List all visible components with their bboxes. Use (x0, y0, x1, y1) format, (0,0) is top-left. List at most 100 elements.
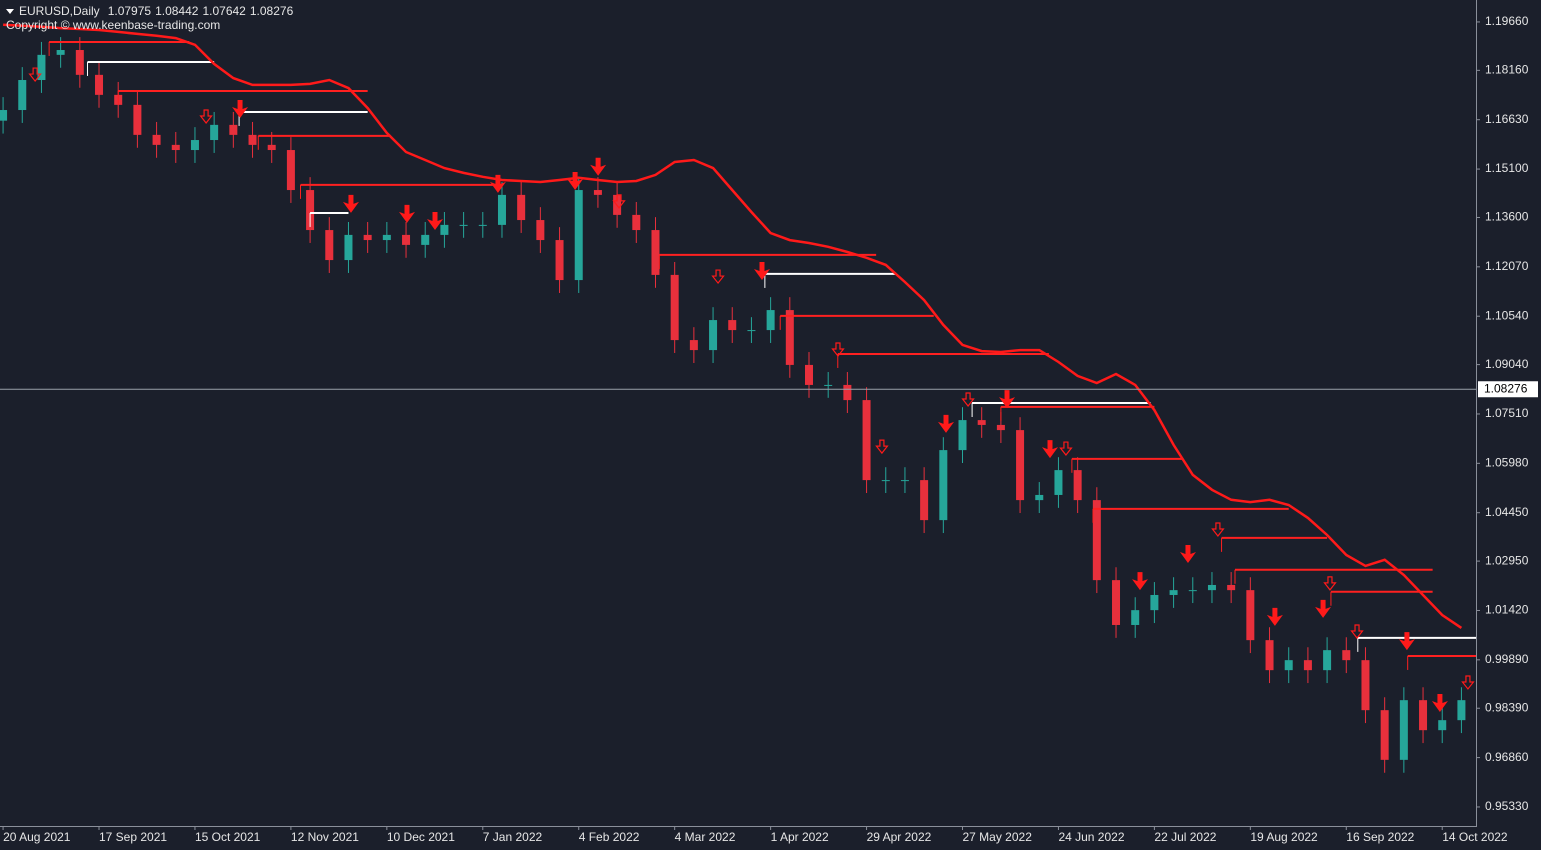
candle-body (1284, 660, 1293, 671)
candle-body (1380, 710, 1389, 760)
candle-body (1246, 590, 1255, 641)
sell-arrow (567, 171, 584, 190)
candle-body (1150, 594, 1159, 611)
candle-body (1112, 580, 1121, 625)
y-tick-label: 1.18160 (1485, 63, 1529, 77)
plot-area (0, 23, 1476, 773)
sell-arrow (489, 174, 506, 193)
x-tick-label: 4 Mar 2022 (675, 830, 736, 844)
sell-arrow (1398, 632, 1415, 651)
menu-icon[interactable] (6, 9, 14, 14)
candle-body (382, 234, 391, 241)
candle-body (325, 230, 334, 261)
candle-body (881, 480, 890, 482)
signal-arrow (875, 439, 889, 455)
candle-body (1419, 700, 1428, 731)
candle-body (900, 480, 909, 482)
candle-body (709, 320, 718, 351)
sell-arrow (1266, 607, 1283, 626)
sell-arrow (1042, 440, 1059, 459)
candle-body (1131, 610, 1140, 625)
quote-low: 1.07642 (202, 4, 246, 18)
candle-body (306, 190, 315, 231)
signal-arrow (1461, 675, 1475, 690)
candle-body (363, 234, 372, 241)
sell-arrow (1179, 544, 1196, 563)
x-tick-label: 27 May 2022 (963, 830, 1033, 844)
candle-body (574, 190, 583, 281)
candle-body (248, 134, 257, 145)
x-tick-label: 19 Aug 2022 (1250, 830, 1318, 844)
candle-body (1342, 650, 1351, 661)
quote-high: 1.08442 (155, 4, 199, 18)
current-price-box (1478, 381, 1538, 398)
x-tick-label: 15 Oct 2021 (195, 830, 261, 844)
candle-body (1227, 584, 1236, 591)
candle-body (37, 54, 46, 81)
candle-body (689, 340, 698, 351)
copyright: Copyright © www.keenbase-trading.com (6, 18, 220, 32)
candle-body (728, 320, 737, 331)
y-tick-label: 0.98390 (1485, 700, 1529, 714)
candle-body (190, 140, 199, 151)
candle-body (958, 420, 967, 451)
candle-body (56, 50, 65, 55)
candle-body (1361, 660, 1370, 711)
x-tick-label: 17 Sep 2021 (99, 830, 167, 844)
x-tick-label: 20 Aug 2021 (3, 830, 71, 844)
signal-arrow (961, 392, 975, 407)
y-tick-label: 1.12070 (1485, 259, 1529, 273)
current-price-label: 1.08276 (1484, 381, 1528, 395)
sell-arrow (590, 157, 607, 176)
sell-arrow (1132, 572, 1149, 591)
signal-arrow (1211, 522, 1225, 537)
candle-body (670, 274, 679, 341)
x-tick-label: 1 Apr 2022 (771, 830, 829, 844)
signal-arrow (199, 109, 213, 124)
candle-body (804, 364, 813, 385)
sell-arrow (938, 414, 955, 433)
candle-body (478, 224, 487, 226)
candle-body (1438, 720, 1447, 731)
candle-body (0, 110, 8, 121)
candle-body (1169, 590, 1178, 595)
candle-body (1035, 494, 1044, 501)
candle-body (1457, 700, 1466, 721)
candle-body (517, 194, 526, 221)
candle-body (133, 104, 142, 135)
candle-body (593, 190, 602, 195)
candle-body (440, 224, 449, 235)
candle-body (862, 400, 871, 481)
candle-body (536, 220, 545, 241)
candle-body (497, 194, 506, 225)
x-tick-label: 24 Jun 2022 (1058, 830, 1124, 844)
quote-open: 1.07975 (108, 4, 152, 18)
candle-body (785, 310, 794, 365)
signal-arrow (28, 67, 42, 83)
y-tick-label: 0.96860 (1485, 750, 1529, 764)
candle-body (1073, 470, 1082, 501)
signal-arrow (1323, 576, 1337, 591)
candle-body (210, 124, 219, 141)
sell-arrow (342, 194, 359, 213)
y-tick-label: 1.05980 (1485, 456, 1529, 470)
candle-body (651, 230, 660, 275)
candle-body (459, 224, 468, 226)
candle-body (1092, 500, 1101, 581)
y-tick-label: 0.99890 (1485, 652, 1529, 666)
x-tick-label: 7 Jan 2022 (483, 830, 543, 844)
candle-body (421, 234, 430, 245)
y-tick-label: 1.10540 (1485, 308, 1529, 322)
x-tick-label: 14 Oct 2022 (1442, 830, 1508, 844)
candle-body (267, 144, 276, 151)
x-tick-label: 10 Dec 2021 (387, 830, 455, 844)
y-tick-label: 1.15100 (1485, 161, 1529, 175)
candle-body (1016, 430, 1025, 501)
y-tick-label: 1.16630 (1485, 112, 1529, 126)
y-tick-label: 0.95330 (1485, 799, 1529, 813)
y-tick-label: 1.13600 (1485, 210, 1529, 224)
candle-body (229, 124, 238, 135)
candle-body (95, 74, 104, 95)
